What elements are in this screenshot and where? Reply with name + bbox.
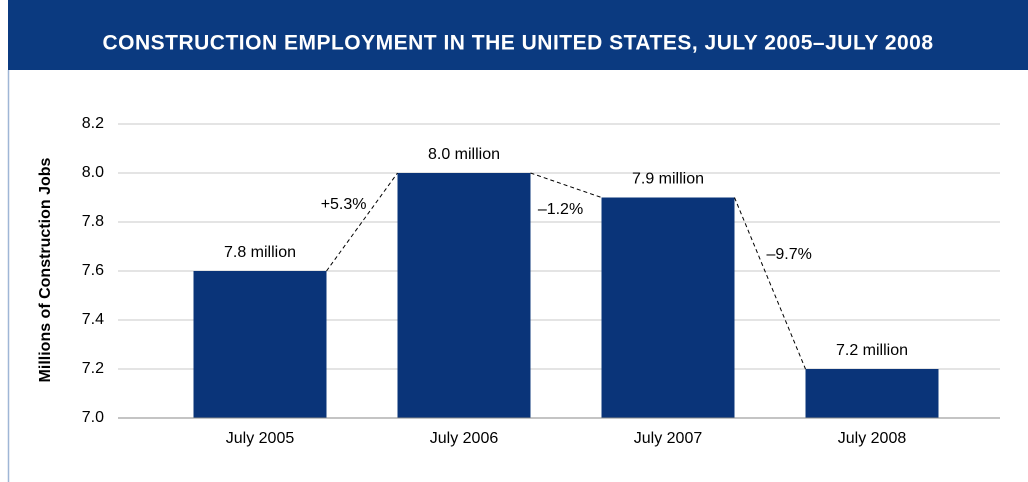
y-tick-label: 7.2 — [82, 360, 104, 377]
bar — [805, 369, 939, 418]
connector — [326, 172, 398, 272]
y-tick-label: 7.0 — [82, 409, 104, 426]
change-label: +5.3% — [321, 196, 367, 213]
bar-label: 7.8 million — [224, 244, 296, 261]
x-tick-label: July 2008 — [838, 430, 907, 447]
x-tick-label: July 2007 — [634, 430, 703, 447]
y-tick-label: 7.4 — [82, 311, 104, 328]
header-band — [8, 0, 1028, 70]
y-tick-label: 8.0 — [82, 164, 104, 181]
chart-title: CONSTRUCTION EMPLOYMENT IN THE UNITED ST… — [102, 32, 933, 55]
x-tick-label: July 2005 — [226, 430, 295, 447]
x-tick-label: July 2006 — [430, 430, 499, 447]
bar-label: 8.0 million — [428, 146, 500, 163]
bar-label: 7.9 million — [632, 171, 704, 188]
y-tick-label: 7.6 — [82, 262, 104, 279]
connector — [530, 172, 602, 198]
bar — [397, 173, 531, 418]
bar-label: 7.2 million — [836, 342, 908, 359]
y-tick-label: 7.8 — [82, 213, 104, 230]
y-tick-label: 8.2 — [82, 115, 104, 132]
change-label: –1.2% — [538, 201, 583, 218]
bar — [601, 197, 735, 418]
y-axis-label: Millions of Construction Jobs — [37, 157, 54, 382]
bar — [193, 271, 327, 418]
connector — [734, 197, 806, 370]
change-label: –9.7% — [767, 246, 812, 263]
